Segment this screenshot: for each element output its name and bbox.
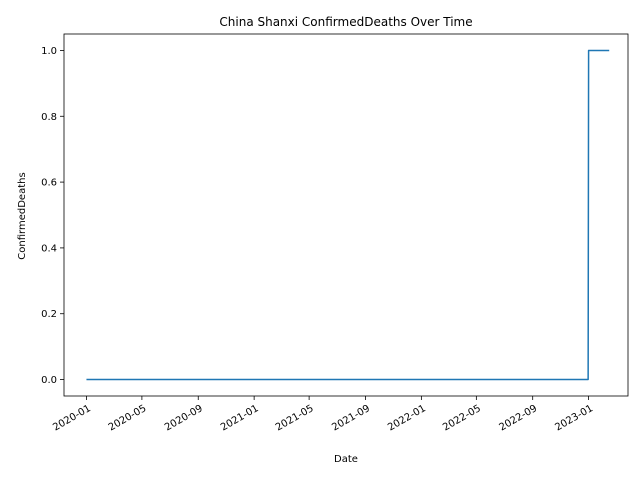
x-tick-label: 2021-01: [219, 403, 261, 433]
y-axis-label: ConfirmedDeaths: [17, 172, 28, 259]
y-tick-label: 0.0: [41, 375, 57, 386]
x-tick-label: 2022-01: [386, 403, 428, 433]
x-tick-label: 2021-09: [330, 403, 372, 433]
axes-border: [63, 33, 629, 397]
axes-frame: [63, 33, 629, 397]
x-axis: 2020-01 2020-05 2020-09 2021-01 2021-05 2021-…: [51, 396, 595, 433]
y-tick-label: 0.6: [41, 178, 57, 189]
x-axis-label: Date: [334, 454, 358, 465]
y-axis: 0.0 0.2 0.4 0.6 0.8 1.0: [41, 46, 64, 386]
y-tick-label: 0.4: [41, 243, 57, 254]
y-tick-label: 0.2: [41, 309, 57, 320]
chart-title: China Shanxi ConfirmedDeaths Over Time: [219, 15, 472, 29]
y-tick-label: 1.0: [41, 46, 57, 57]
x-tick-label: 2020-01: [51, 403, 93, 433]
plot-area: [86, 49, 610, 381]
x-tick-label: 2020-05: [107, 403, 149, 433]
x-tick-label: 2023-01: [553, 403, 595, 433]
x-tick-label: 2022-05: [441, 403, 483, 433]
x-tick-label: 2021-05: [274, 403, 316, 433]
series-line: [86, 49, 610, 381]
x-tick-label: 2022-09: [498, 403, 540, 433]
y-tick-label: 0.8: [41, 112, 57, 123]
x-tick-label: 2020-09: [163, 403, 205, 433]
